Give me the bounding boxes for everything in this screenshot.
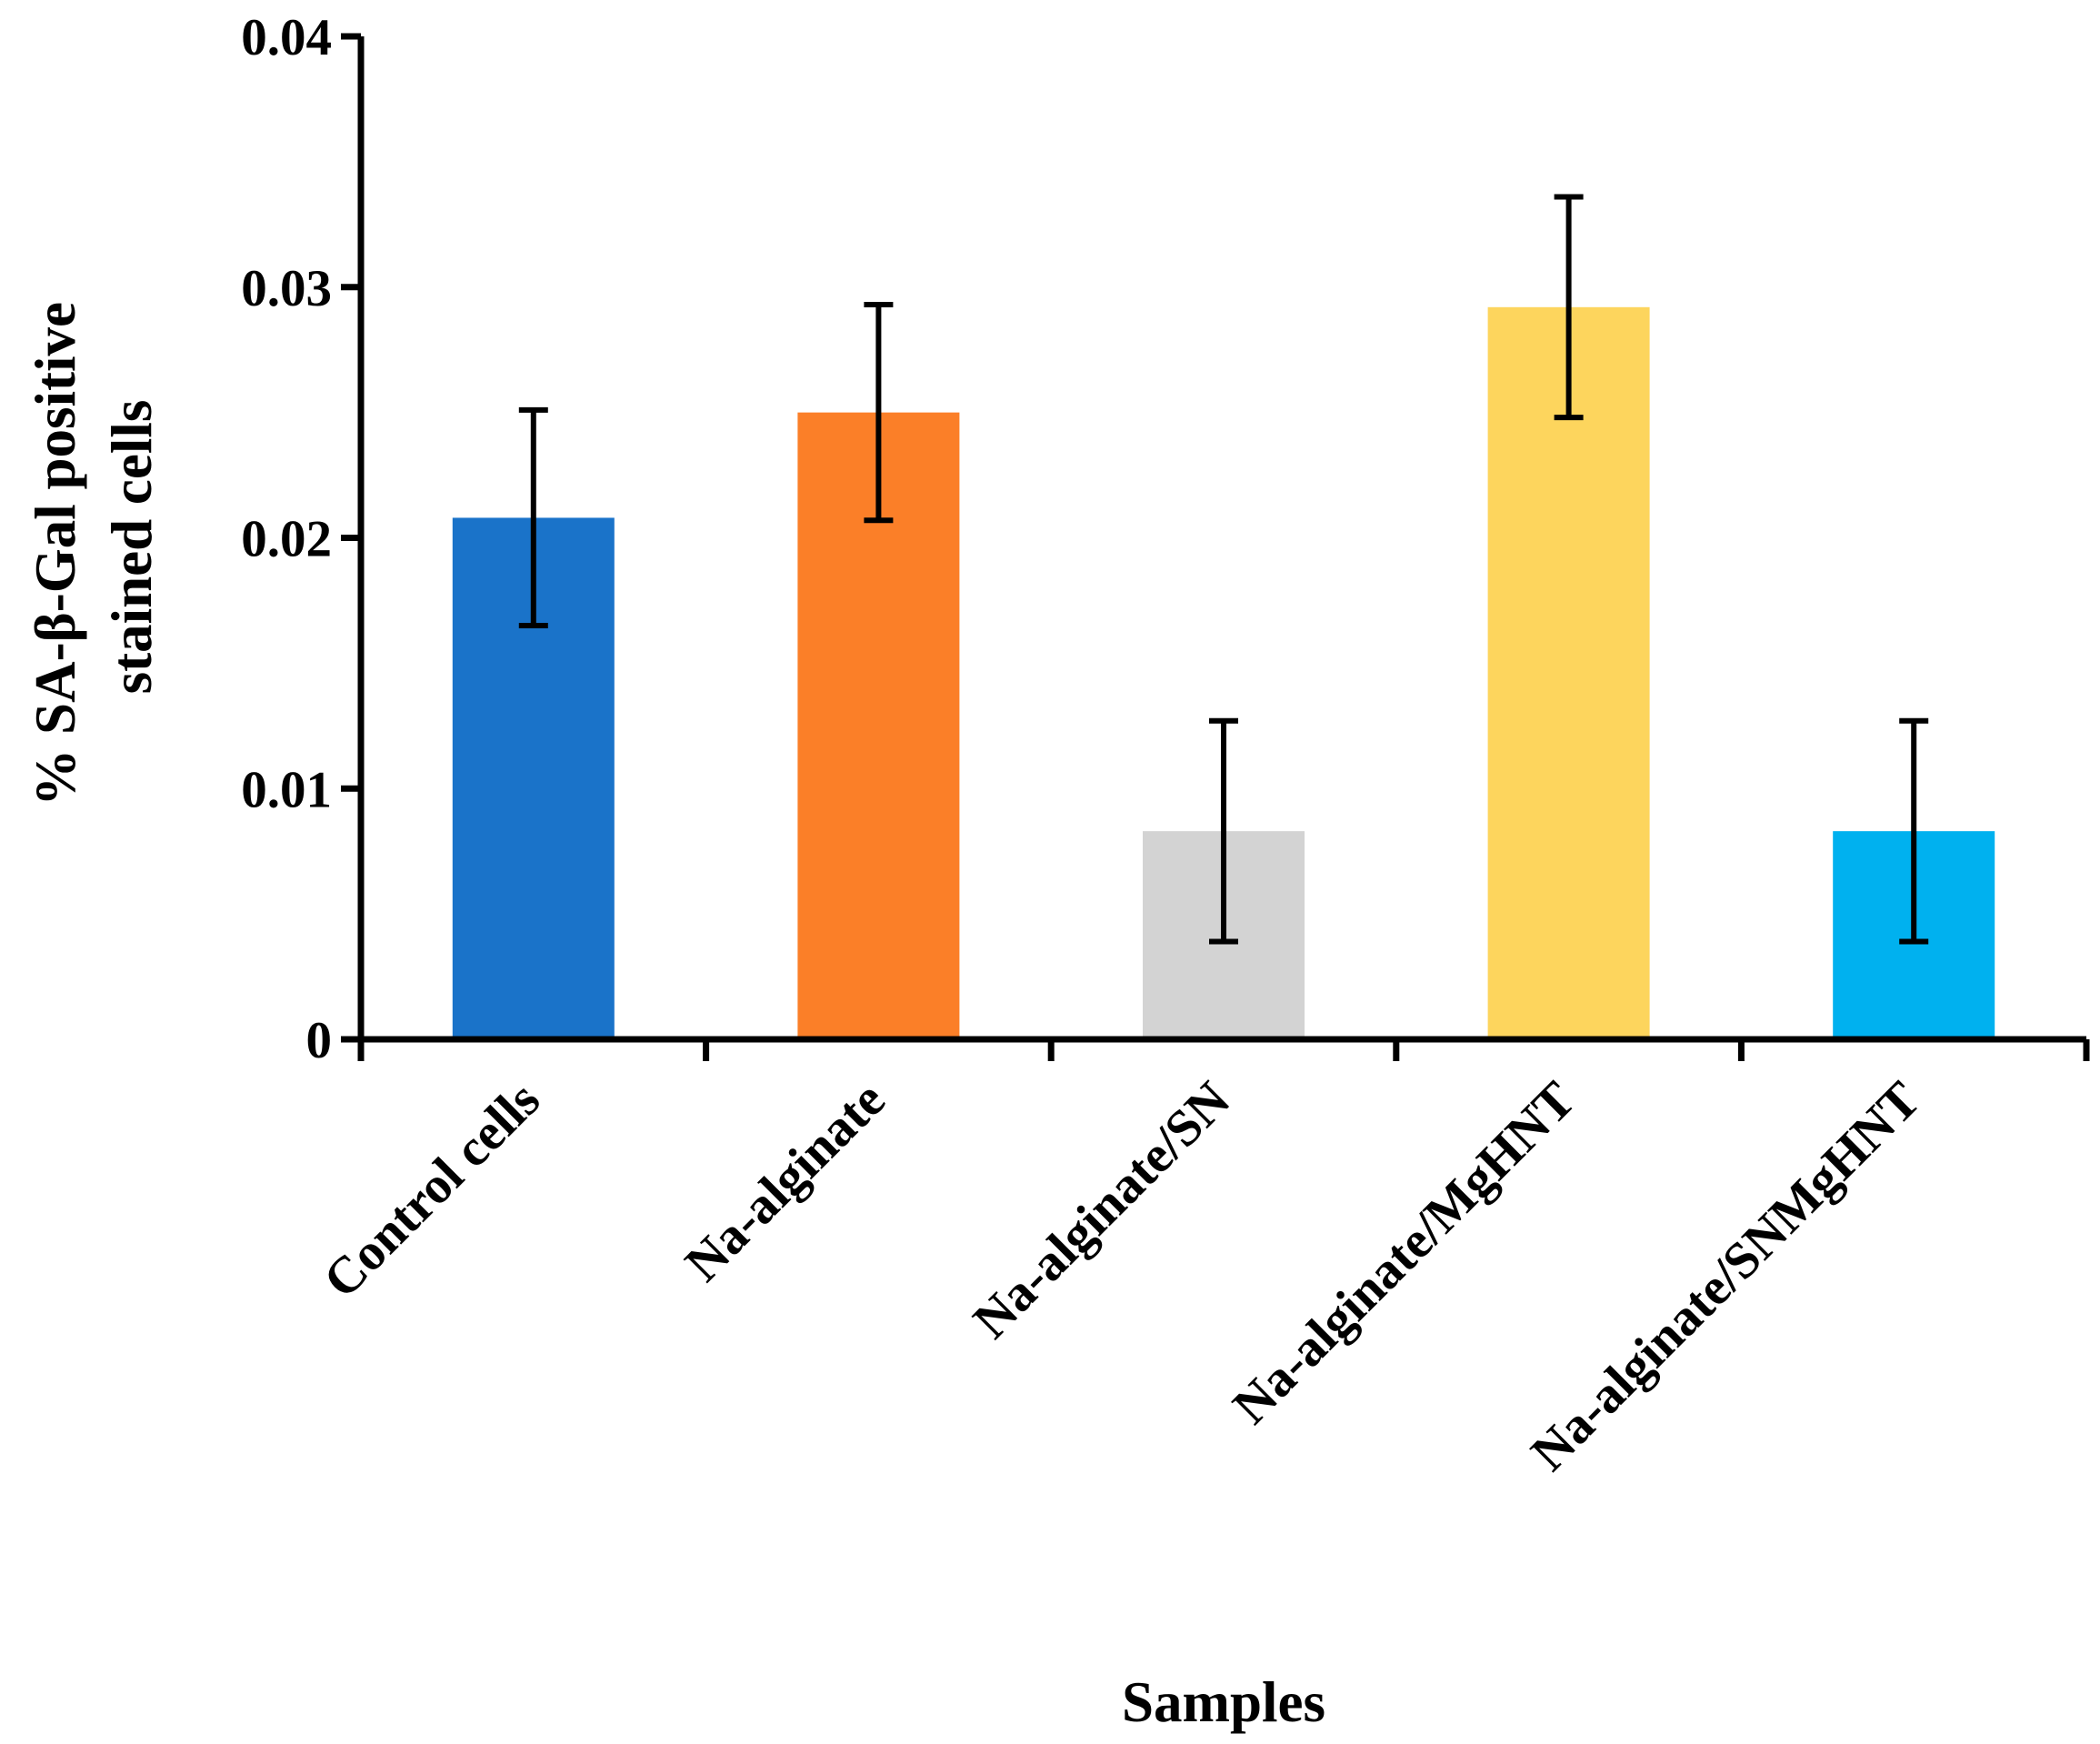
y-tick-label: 0.03	[241, 260, 332, 317]
category-label-5: Na-alginate/SNMgHNT	[1520, 1071, 1931, 1482]
axes-layer	[357, 36, 2086, 1061]
y-tick-label: 0.02	[241, 511, 332, 568]
y-tick-label: 0.04	[241, 9, 332, 66]
y-tick-label: 0	[306, 1012, 333, 1069]
error-bars-layer	[518, 194, 1929, 945]
bar-4	[1487, 306, 1650, 1039]
category-label-4: Na-alginate/MgHNT	[1222, 1071, 1586, 1436]
x-ticks-layer	[357, 1039, 2090, 1061]
y-axis-title-line-1: % SA-β-Gal positive	[24, 302, 87, 807]
category-labels-layer: Control cells Na-alginate Na-alginate/SNNa…	[313, 1071, 1931, 1482]
y-tick-label: 0.01	[241, 761, 332, 818]
category-label-1: Control cells	[313, 1071, 551, 1309]
y-axis-title-line-2: stained cells	[100, 400, 164, 695]
x-axis-title: Samples	[1122, 1670, 1325, 1734]
y-axis-title: % SA-β-Gal positive stained cells	[24, 287, 164, 806]
y-ticks-layer: 0 0.01 0.02 0.03 0.04	[241, 9, 361, 1069]
category-label-3: Na-alginate/SN	[963, 1071, 1242, 1350]
category-label-2: Na-alginate	[675, 1071, 896, 1293]
